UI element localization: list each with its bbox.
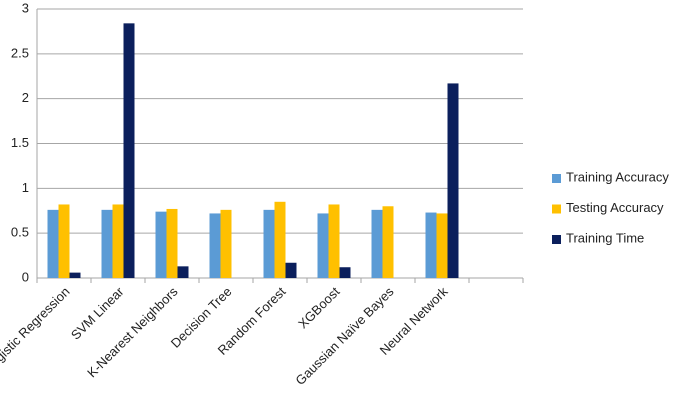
bar bbox=[285, 262, 297, 278]
x-tick-label: Logistic Regression bbox=[0, 284, 73, 375]
bar bbox=[436, 213, 448, 278]
y-tick-label: 0 bbox=[22, 269, 29, 284]
y-tick-label: 1.5 bbox=[11, 135, 29, 150]
y-tick-label: 2.5 bbox=[11, 45, 29, 60]
legend-label: Training Time bbox=[566, 230, 644, 245]
bar bbox=[112, 204, 124, 278]
bar bbox=[220, 209, 232, 278]
y-tick-label: 2 bbox=[22, 90, 29, 105]
bar bbox=[371, 209, 383, 278]
y-tick-label: 0.5 bbox=[11, 225, 29, 240]
bar bbox=[328, 204, 340, 278]
bar bbox=[58, 204, 70, 278]
bar bbox=[447, 83, 459, 278]
legend-swatch bbox=[552, 235, 561, 244]
bar bbox=[263, 209, 275, 278]
x-tick-label: Gaussian Naïve Bayes bbox=[292, 284, 396, 388]
legend-label: Testing Accuracy bbox=[566, 200, 664, 215]
bar bbox=[177, 266, 189, 278]
bar bbox=[47, 209, 59, 278]
bar bbox=[155, 211, 167, 278]
legend-swatch bbox=[552, 204, 561, 214]
x-tick-label: XGBoost bbox=[295, 284, 343, 332]
legend-swatch bbox=[552, 174, 561, 183]
bar bbox=[274, 201, 286, 278]
y-tick-label: 3 bbox=[22, 0, 29, 15]
x-tick-label: K-Nearest Neighbors bbox=[84, 284, 181, 381]
bar bbox=[166, 208, 178, 278]
x-tick-label: SVM Linear bbox=[68, 283, 127, 342]
bar bbox=[339, 267, 351, 278]
bar bbox=[209, 213, 221, 278]
bar bbox=[382, 206, 394, 278]
bar bbox=[101, 209, 113, 278]
y-tick-label: 1 bbox=[22, 180, 29, 195]
legend-label: Training Accuracy bbox=[566, 169, 669, 184]
bar bbox=[69, 272, 81, 278]
bar bbox=[123, 23, 135, 279]
bar bbox=[425, 212, 437, 278]
bar bbox=[317, 213, 329, 278]
